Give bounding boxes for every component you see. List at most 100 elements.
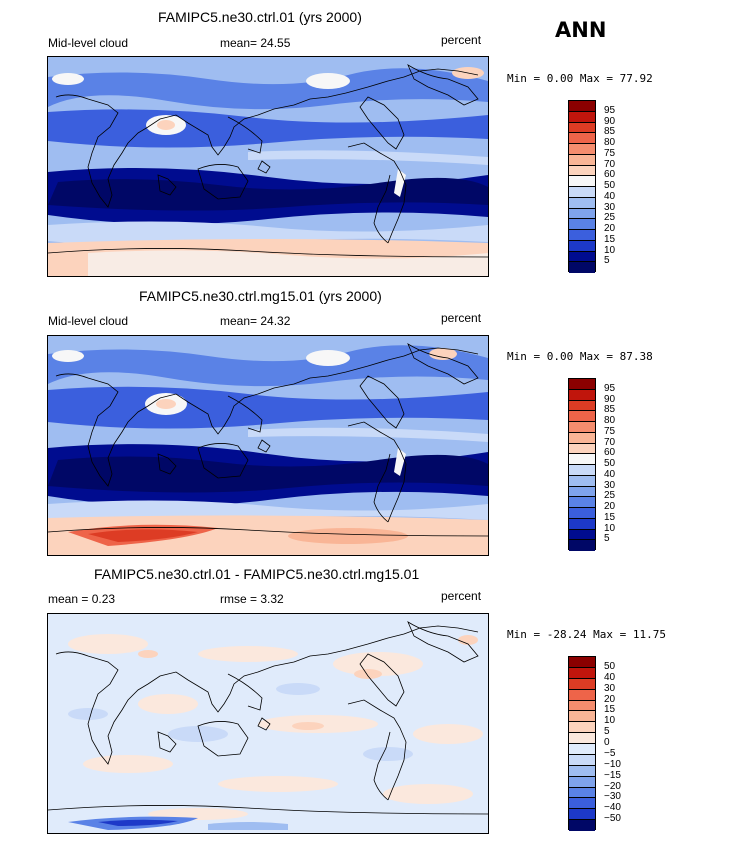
colorbar-swatch <box>569 219 595 230</box>
colorbar-tick-label: −10 <box>604 758 621 770</box>
colorbar-tick-label: 25 <box>604 490 616 502</box>
colorbar-tick-label: 60 <box>604 169 616 181</box>
panel1-colorbar <box>568 100 596 273</box>
colorbar-tick-label: −20 <box>604 780 621 792</box>
colorbar-tick-label: 85 <box>604 126 616 138</box>
colorbar-swatch <box>569 165 595 177</box>
colorbar-tick-label: 20 <box>604 223 616 234</box>
colorbar-tick-label: 90 <box>604 115 616 127</box>
panel2-colorbar <box>568 378 596 551</box>
panel1-minmax: Min = 0.00 Max = 77.92 <box>507 72 653 85</box>
colorbar-swatch <box>569 787 595 799</box>
panel3-colorbar <box>568 656 596 831</box>
colorbar-tick-label: 40 <box>604 671 616 683</box>
panel3-units: percent <box>441 589 482 603</box>
colorbar-tick-label: 5 <box>604 255 610 267</box>
colorbar-swatch <box>569 262 595 273</box>
colorbar-swatch <box>569 508 595 519</box>
colorbar-tick-label: 70 <box>604 158 616 170</box>
colorbar-swatch <box>569 754 595 766</box>
colorbar-swatch <box>569 400 595 412</box>
colorbar-swatch <box>569 529 595 541</box>
colorbar-swatch <box>569 154 595 166</box>
panel1-map-svg <box>48 57 488 276</box>
colorbar-swatch <box>569 197 595 209</box>
colorbar-swatch <box>569 820 595 831</box>
panel3-title: FAMIPC5.ne30.ctrl.01 - FAMIPC5.ne30.ctrl… <box>94 566 420 582</box>
colorbar-tick-label: 70 <box>604 436 616 448</box>
panel3-mean: mean = 0.23 <box>48 592 116 606</box>
colorbar-tick-label: 30 <box>604 682 616 694</box>
colorbar-swatch <box>569 208 595 220</box>
colorbar-tick-label: 20 <box>604 501 616 512</box>
colorbar-swatch <box>569 765 595 777</box>
colorbar-swatch <box>569 411 595 422</box>
panel2-mean: mean= 24.32 <box>220 314 291 328</box>
colorbar-tick-label: 75 <box>604 147 616 159</box>
colorbar-swatch <box>569 776 595 788</box>
colorbar-tick-label: 75 <box>604 425 616 437</box>
colorbar-swatch <box>569 176 595 187</box>
colorbar-swatch <box>569 689 595 701</box>
colorbar-swatch <box>569 657 595 668</box>
colorbar-swatch <box>569 678 595 690</box>
panel2-units: percent <box>441 311 482 325</box>
colorbar-tick-label: 15 <box>604 233 616 245</box>
colorbar-tick-label: 80 <box>604 137 616 148</box>
colorbar-swatch <box>569 240 595 252</box>
colorbar-swatch <box>569 711 595 723</box>
panel3-rmse: rmse = 3.32 <box>220 592 284 606</box>
colorbar-tick-label: 20 <box>604 693 616 705</box>
colorbar-tick-label: −50 <box>604 813 621 825</box>
colorbar-swatch <box>569 722 595 734</box>
panel2-left-label: Mid-level cloud <box>48 314 129 328</box>
colorbar-tick-label: −5 <box>604 747 616 759</box>
colorbar-swatch <box>569 389 595 401</box>
colorbar-tick-label: 5 <box>604 533 610 545</box>
panel1-mean: mean= 24.55 <box>220 36 291 50</box>
colorbar-tick-label: 95 <box>604 104 616 116</box>
colorbar-swatch <box>569 251 595 263</box>
colorbar-tick-label: 40 <box>604 190 616 202</box>
panel2-minmax: Min = 0.00 Max = 87.38 <box>507 350 653 363</box>
colorbar-tick-label: 95 <box>604 382 616 394</box>
panel3-map <box>47 613 489 834</box>
colorbar-tick-label: 0 <box>604 737 610 748</box>
colorbar-swatch <box>569 798 595 810</box>
colorbar-swatch <box>569 540 595 551</box>
panel1-units: percent <box>441 33 482 47</box>
colorbar-swatch <box>569 379 595 390</box>
colorbar-tick-label: 30 <box>604 201 616 213</box>
colorbar-tick-label: 10 <box>604 522 616 534</box>
colorbar-tick-label: 90 <box>604 393 616 405</box>
colorbar-tick-label: 15 <box>604 511 616 523</box>
colorbar-tick-label: 10 <box>604 244 616 256</box>
colorbar-swatch <box>569 733 595 744</box>
colorbar-tick-label: −15 <box>604 769 621 781</box>
colorbar-swatch <box>569 809 595 821</box>
panel3-map-svg <box>48 614 488 833</box>
colorbar-tick-label: 60 <box>604 447 616 459</box>
colorbar-tick-label: 50 <box>604 660 616 672</box>
panel1-map <box>47 56 489 277</box>
colorbar-swatch <box>569 144 595 155</box>
season-label: ANN <box>555 18 607 42</box>
colorbar-tick-label: 50 <box>604 180 616 191</box>
colorbar-swatch <box>569 486 595 498</box>
panel3-minmax: Min = -28.24 Max = 11.75 <box>507 628 666 641</box>
colorbar-swatch <box>569 744 595 755</box>
colorbar-swatch <box>569 133 595 144</box>
colorbar-swatch <box>569 465 595 476</box>
colorbar-swatch <box>569 475 595 487</box>
colorbar-swatch <box>569 422 595 433</box>
colorbar-swatch <box>569 443 595 455</box>
colorbar-swatch <box>569 518 595 530</box>
panel1-left-label: Mid-level cloud <box>48 36 129 50</box>
colorbar-swatch <box>569 230 595 241</box>
colorbar-swatch <box>569 667 595 679</box>
colorbar-swatch <box>569 700 595 712</box>
colorbar-tick-label: 25 <box>604 212 616 224</box>
colorbar-tick-label: −40 <box>604 802 621 814</box>
panel2-title: FAMIPC5.ne30.ctrl.mg15.01 (yrs 2000) <box>139 288 382 304</box>
colorbar-swatch <box>569 101 595 112</box>
